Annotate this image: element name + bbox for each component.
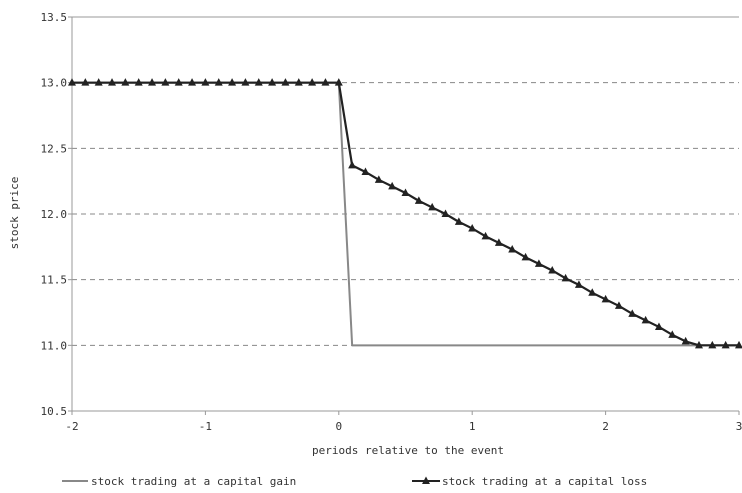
legend-label-loss: stock trading at a capital loss [442,475,647,488]
x-tick-label: 0 [335,420,342,433]
data-point-marker [174,78,183,86]
x-tick-label: -2 [65,420,78,433]
data-point-marker [454,217,463,225]
data-point-marker [214,78,223,86]
data-point-marker [681,336,690,345]
y-tick-label: 12.5 [41,142,68,155]
legend: stock trading at a capital gain stock tr… [62,475,647,488]
data-point-marker [534,259,543,267]
series-markers-loss [68,78,742,349]
data-point-marker [388,181,397,190]
data-point-marker [401,188,410,196]
data-point-marker [721,340,730,349]
data-point-marker [334,78,343,86]
data-point-marker [414,196,423,204]
y-axis-label: stock price [8,177,21,250]
data-point-marker [81,78,90,86]
legend-item-gain: stock trading at a capital gain [62,475,296,488]
x-axis-ticks: -2 -1 0 1 2 3 [65,420,742,433]
data-point-marker [628,309,637,317]
data-point-marker [188,78,197,86]
data-point-marker [494,238,503,246]
data-point-marker [228,78,237,86]
data-point-marker [108,78,117,86]
data-point-marker [68,78,76,86]
data-point-marker [654,322,663,330]
data-point-marker [481,231,490,240]
x-tick-label: 2 [602,420,609,433]
data-point-marker [614,301,623,309]
data-point-marker [521,252,530,261]
data-point-marker [321,78,330,86]
y-tick-label: 10.5 [41,405,68,418]
data-point-marker [588,288,597,296]
data-point-marker [361,167,370,175]
y-tick-label: 13.0 [41,77,68,90]
y-tick-label: 11.0 [41,339,68,352]
series-lines [68,78,742,349]
data-point-marker [348,160,357,169]
x-tick-label: 3 [736,420,742,433]
data-point-marker [441,209,450,217]
x-axis-label: periods relative to the event [312,444,504,457]
data-point-marker [601,294,610,303]
legend-marker-loss [422,476,430,484]
data-point-marker [468,223,477,232]
legend-label-gain: stock trading at a capital gain [91,475,296,488]
data-point-marker [254,78,263,86]
data-point-marker [561,273,570,282]
data-point-marker [735,340,742,349]
data-point-marker [694,340,703,349]
data-point-marker [201,78,210,86]
data-point-marker [134,78,143,86]
data-point-marker [268,78,277,86]
data-point-marker [161,78,170,86]
data-point-marker [281,78,290,86]
x-tick-label: -1 [199,420,212,433]
data-point-marker [94,78,103,86]
data-point-marker [548,265,557,274]
y-axis-ticks: 10.5 11.0 11.5 12.0 12.5 13.0 13.5 [41,11,68,418]
data-point-marker [574,280,583,288]
data-point-marker [508,244,517,253]
y-tick-label: 12.0 [41,208,68,221]
data-point-marker [241,78,250,86]
gridlines [72,82,739,346]
data-point-marker [708,340,717,349]
data-point-marker [374,175,383,183]
legend-item-loss: stock trading at a capital loss [412,475,647,488]
data-point-marker [308,78,317,86]
data-point-marker [428,202,437,211]
data-point-marker [121,78,130,86]
data-point-marker [641,315,650,324]
data-point-marker [668,330,677,338]
axes [68,16,740,415]
y-tick-label: 13.5 [41,11,68,24]
x-tick-label: 1 [469,420,476,433]
y-tick-label: 11.5 [41,274,68,287]
data-point-marker [148,78,157,86]
data-point-marker [294,78,303,86]
